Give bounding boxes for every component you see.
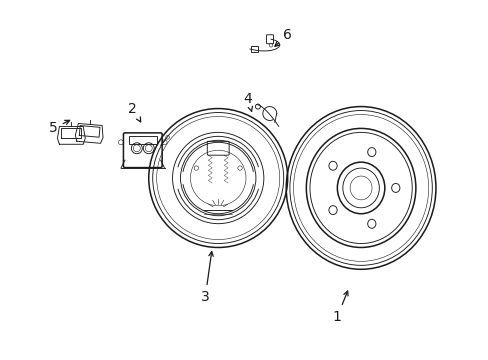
Text: 4: 4 (243, 92, 252, 112)
Text: 6: 6 (274, 28, 291, 46)
Bar (129, 136, 156, 144)
Bar (250, 46, 257, 52)
Text: 2: 2 (128, 102, 141, 122)
Text: 1: 1 (332, 291, 347, 324)
Text: 3: 3 (201, 252, 213, 304)
Text: 5: 5 (49, 120, 69, 135)
